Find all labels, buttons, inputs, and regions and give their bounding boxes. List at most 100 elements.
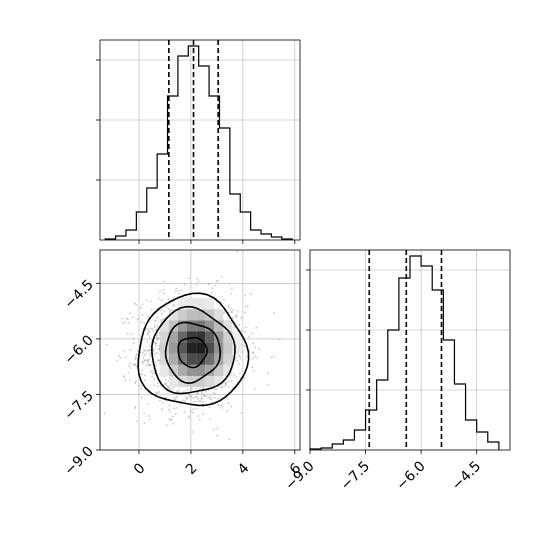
scatter-point [198, 388, 201, 391]
scatter-point [162, 402, 164, 404]
scatter-point [157, 385, 159, 388]
scatter-point [251, 357, 254, 360]
scatter-point [145, 363, 148, 366]
scatter-point [163, 310, 166, 313]
scatter-point [143, 412, 145, 415]
scatter-point [124, 379, 127, 382]
density-cell [159, 331, 169, 343]
scatter-point [156, 391, 159, 394]
scatter-point [200, 397, 203, 400]
scatter-point [172, 305, 175, 307]
scatter-point [169, 411, 172, 413]
scatter-point [142, 357, 145, 360]
scatter-point [217, 404, 220, 407]
scatter-point [134, 407, 137, 410]
y-tick-label: −6.0 [61, 332, 96, 367]
scatter-point [232, 309, 235, 311]
scatter-point [173, 300, 176, 303]
bottom-right-marks [309, 250, 500, 450]
histogram-bin [488, 442, 499, 450]
scatter-point [236, 359, 239, 362]
scatter-point [130, 333, 133, 336]
scatter-point [156, 382, 159, 384]
scatter-point [149, 370, 152, 373]
scatter-point [157, 359, 160, 361]
scatter-point [213, 396, 216, 399]
scatter-point [178, 293, 181, 295]
scatter-point [167, 298, 170, 301]
histogram-bin [410, 256, 421, 450]
histogram-step [309, 255, 500, 450]
histogram-bin [366, 410, 377, 450]
histogram-bin [126, 230, 136, 240]
histogram-step [104, 45, 293, 240]
scatter-point [244, 306, 247, 308]
density-cell [232, 342, 242, 354]
scatter-point [212, 391, 215, 394]
density-cell [177, 331, 188, 343]
scatter-point [134, 302, 136, 305]
density-cell [177, 364, 188, 376]
scatter-point [143, 349, 146, 352]
density-cell [223, 364, 233, 376]
scatter-point [134, 358, 137, 361]
scatter-point [148, 330, 151, 333]
scatter-point [209, 395, 212, 398]
histogram-bin [454, 384, 465, 450]
scatter-point [238, 363, 240, 365]
scatter-point [250, 293, 252, 295]
x-tick-label: −7.5 [338, 458, 373, 493]
scatter-point [157, 348, 160, 350]
scatter-point [127, 371, 130, 374]
density-cell [168, 353, 178, 365]
top-left-marks [104, 40, 293, 240]
scatter-point [148, 348, 151, 351]
scatter-point [158, 391, 161, 393]
histogram-bin [477, 432, 488, 450]
scatter-point [155, 328, 158, 331]
histogram-bin [332, 444, 343, 450]
scatter-point [144, 359, 146, 362]
histogram-bin [157, 154, 167, 240]
density-cell [214, 364, 224, 376]
scatter-point [225, 381, 228, 384]
scatter-point [135, 303, 138, 306]
scatter-point [254, 355, 256, 358]
density-cell [196, 375, 206, 388]
scatter-point [195, 407, 198, 410]
histogram-bin [377, 380, 388, 450]
scatter-point [240, 316, 243, 319]
scatter-point [175, 395, 178, 398]
histogram-bin [147, 188, 157, 240]
scatter-point [254, 346, 257, 349]
scatter-point [155, 334, 158, 337]
scatter-point [201, 390, 204, 393]
scatter-point [136, 318, 139, 320]
scatter-point [227, 304, 230, 307]
density-cell [196, 298, 206, 310]
histogram-bin [240, 212, 250, 240]
density-cell [232, 331, 242, 343]
scatter-point [143, 322, 145, 324]
scatter-point [144, 374, 147, 377]
scatter-point [227, 306, 230, 309]
scatter-point [122, 376, 125, 379]
scatter-point [195, 283, 198, 286]
scatter-point [151, 375, 154, 378]
density-cell [187, 320, 197, 332]
density-cell [196, 331, 206, 343]
density-cell [187, 375, 197, 388]
scatter-point [127, 317, 129, 320]
scatter-point [197, 280, 200, 283]
scatter-point [168, 404, 171, 407]
density-cell [205, 309, 215, 321]
scatter-point [236, 250, 239, 253]
scatter-point [239, 357, 242, 360]
scatter-point [245, 355, 248, 358]
histogram-bin [443, 340, 454, 450]
scatter-point [160, 309, 163, 312]
scatter-point [154, 361, 157, 364]
scatter-point [197, 397, 199, 400]
y-tick-label: −4.5 [61, 277, 96, 312]
scatter-point [126, 332, 129, 335]
